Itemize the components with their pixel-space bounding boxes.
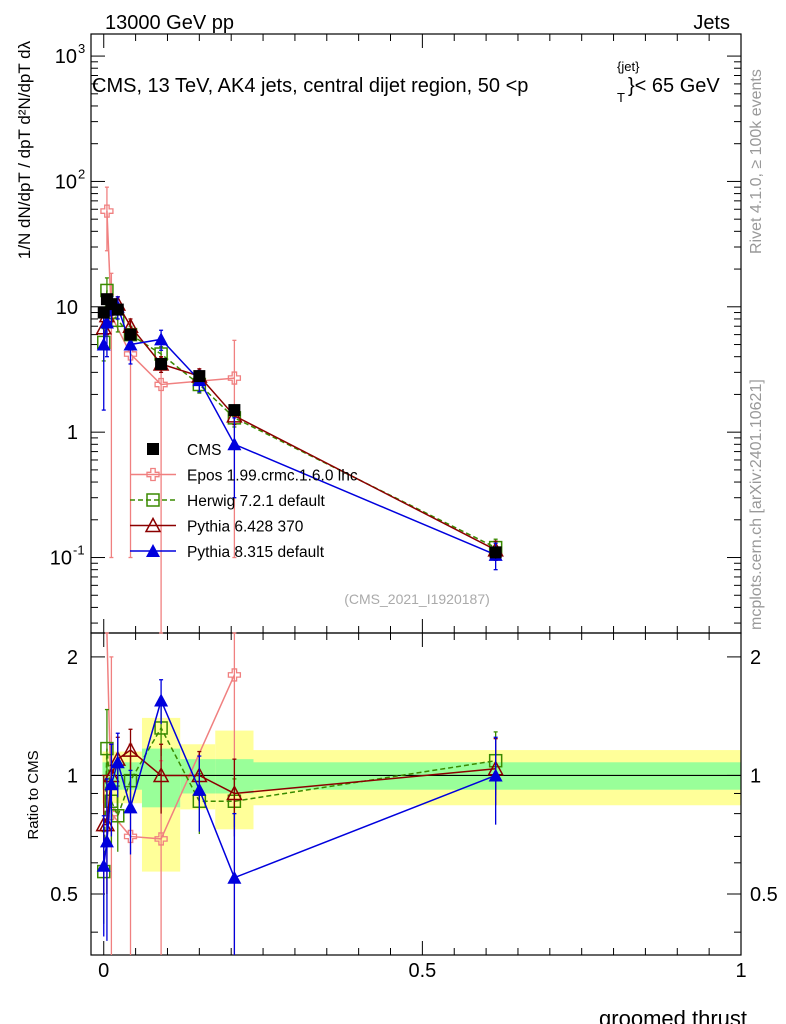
x-axis-label: groomed thrust xyxy=(599,1006,747,1024)
point-epos xyxy=(154,377,168,392)
y-tick-label-exponent: 3 xyxy=(78,41,85,56)
plot-title-superscript: {jet} xyxy=(617,59,640,74)
ratio-line-herwig xyxy=(102,726,496,872)
x-tick-label: 0.5 xyxy=(408,960,436,982)
point-epos xyxy=(100,204,114,218)
x-tick-label: 0 xyxy=(98,960,109,982)
ratio-point-pythia8 xyxy=(488,768,503,782)
side-text-mcplots: mcplots.cern.ch [arXiv:2401.10621] xyxy=(748,379,765,630)
y-tick-label-main: 10 xyxy=(55,171,77,193)
ratio-point-epos xyxy=(227,668,242,682)
ratio-point-epos xyxy=(154,832,168,846)
ratio-point-pythia8 xyxy=(123,800,138,814)
series-line-epos xyxy=(106,211,235,386)
legend-marker xyxy=(146,493,160,507)
y-axis-label-main: 1/N dN/dpT / dpT d²N/dpT dλ xyxy=(15,40,34,259)
point-cms xyxy=(124,328,137,341)
plot-title-main: CMS, 13 TeV, AK4 jets, central dijet reg… xyxy=(92,75,528,97)
y-tick-label-exponent: 2 xyxy=(78,166,85,181)
legend-label: Herwig 7.2.1 default xyxy=(187,493,326,510)
ratio-point-epos xyxy=(123,829,138,844)
y-tick-label-exponent: -1 xyxy=(73,543,85,558)
point-cms xyxy=(489,546,502,559)
y-tick-label-ratio-right: 2 xyxy=(750,647,761,669)
plot-title: CMS, 13 TeV, AK4 jets, central dijet reg… xyxy=(92,59,720,105)
point-pythia8 xyxy=(123,337,138,351)
legend-marker xyxy=(147,443,159,455)
point-pythia8 xyxy=(154,332,169,346)
y-axis-label-ratio: Ratio to CMS xyxy=(25,750,42,839)
legend-marker xyxy=(144,516,162,533)
plot-title-tail: }< 65 GeV xyxy=(628,75,720,97)
ratio-point-pythia8 xyxy=(99,834,114,848)
x-tick-label: 1 xyxy=(735,960,746,982)
legend-marker xyxy=(146,467,160,482)
header-right: Jets xyxy=(693,12,730,34)
ratio-panel-frame xyxy=(90,632,742,956)
ratio-point-herwig xyxy=(100,741,114,756)
y-tick-label-main: 1 xyxy=(67,422,78,444)
y-tick-label-ratio-right: 1 xyxy=(750,765,761,787)
point-pythia8 xyxy=(99,315,114,329)
y-tick-label-main: 10 xyxy=(50,548,72,570)
y-tick-label-ratio: 2 xyxy=(67,647,78,669)
header-left: 13000 GeV pp xyxy=(105,12,234,34)
side-text-rivet: Rivet 4.1.0, ≥ 100k events xyxy=(748,69,765,254)
point-pythia8 xyxy=(96,337,111,351)
ratio-point-pythia8 xyxy=(192,782,207,796)
point-epos xyxy=(227,371,242,385)
point-cms xyxy=(228,404,241,417)
legend-label: CMS xyxy=(187,442,221,459)
legend-label: Pythia 6.428 370 xyxy=(187,519,304,536)
plot-title-subscript: T xyxy=(617,90,625,105)
y-tick-label-main: 10 xyxy=(55,46,77,68)
ratio-point-pythia8 xyxy=(154,693,169,707)
y-tick-label-ratio: 1 xyxy=(67,765,78,787)
point-cms xyxy=(111,303,124,316)
y-tick-label-main: 10 xyxy=(56,297,78,319)
legend-marker xyxy=(146,544,160,557)
ratio-point-pythia6 xyxy=(122,741,139,757)
legend-label: Epos 1.99.crmc.1.6.0 lhc xyxy=(187,468,358,485)
analysis-id: (CMS_2021_I1920187) xyxy=(344,591,490,607)
y-tick-label-ratio: 0.5 xyxy=(50,884,78,906)
ratio-point-pythia8 xyxy=(227,870,242,884)
y-tick-label-ratio-right: 0.5 xyxy=(750,884,778,906)
point-pythia8 xyxy=(227,437,242,451)
point-cms xyxy=(155,357,168,370)
legend-label: Pythia 8.315 default xyxy=(187,544,325,561)
ratio-point-pythia6 xyxy=(226,784,243,801)
ratio-point-pythia6 xyxy=(152,766,170,783)
ratio-point-pythia8 xyxy=(104,777,119,791)
point-cms xyxy=(193,370,206,383)
ratio-point-pythia8 xyxy=(110,755,125,769)
point-epos xyxy=(123,347,138,361)
